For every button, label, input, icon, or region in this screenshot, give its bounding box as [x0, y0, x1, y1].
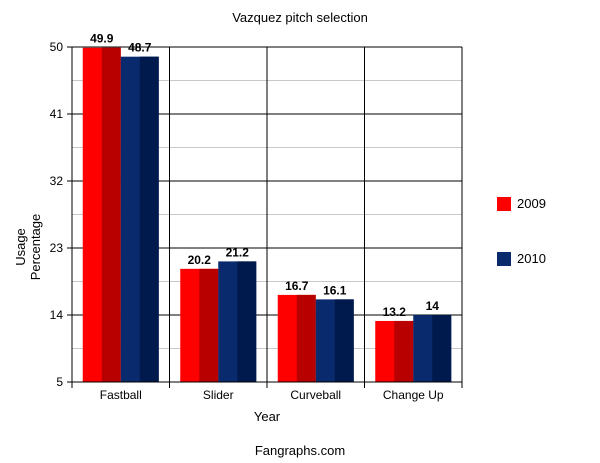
source-footer: Fangraphs.com: [254, 443, 346, 458]
x-tick-label: Curveball: [290, 388, 341, 402]
y-tick-label: 23: [50, 241, 64, 255]
data-label: 48.7: [128, 41, 152, 55]
bar-shade-2010: [334, 299, 354, 382]
legend-label-2010: 2010: [517, 251, 546, 266]
bar-shade-2009: [296, 294, 316, 382]
data-label: 13.2: [383, 305, 407, 319]
data-label: 14: [426, 299, 440, 313]
bar-shade-2010: [432, 315, 452, 382]
x-tick-label: Fastball: [100, 388, 142, 402]
legend-swatch-2009: [497, 196, 511, 211]
legend-item-2010: 2010: [497, 251, 546, 266]
y-tick-label: 50: [50, 40, 64, 54]
y-tick-label: 32: [50, 174, 64, 188]
legend-swatch-2010: [497, 251, 511, 266]
chart-title: Vazquez pitch selection: [232, 10, 368, 25]
bar-shade-2009: [101, 47, 121, 382]
legend-label-2009: 2009: [517, 196, 546, 211]
x-tick-label: Slider: [203, 388, 234, 402]
y-tick-label: 5: [56, 375, 63, 389]
bar-shade-2010: [237, 261, 257, 382]
data-label: 20.2: [188, 253, 212, 267]
y-tick-label: 14: [50, 308, 64, 322]
legend-item-2009: 2009: [497, 196, 546, 211]
bar-shade-2009: [199, 268, 219, 382]
bar-shade-2009: [394, 320, 414, 382]
data-label: 16.1: [323, 283, 347, 297]
bar-shade-2010: [139, 56, 159, 383]
x-tick-label: Change Up: [383, 388, 444, 402]
data-label: 21.2: [226, 245, 250, 259]
y-tick-label: 41: [50, 107, 64, 121]
data-label: 49.9: [90, 32, 114, 46]
x-axis-label: Year: [253, 409, 281, 424]
data-label: 16.7: [285, 279, 309, 293]
